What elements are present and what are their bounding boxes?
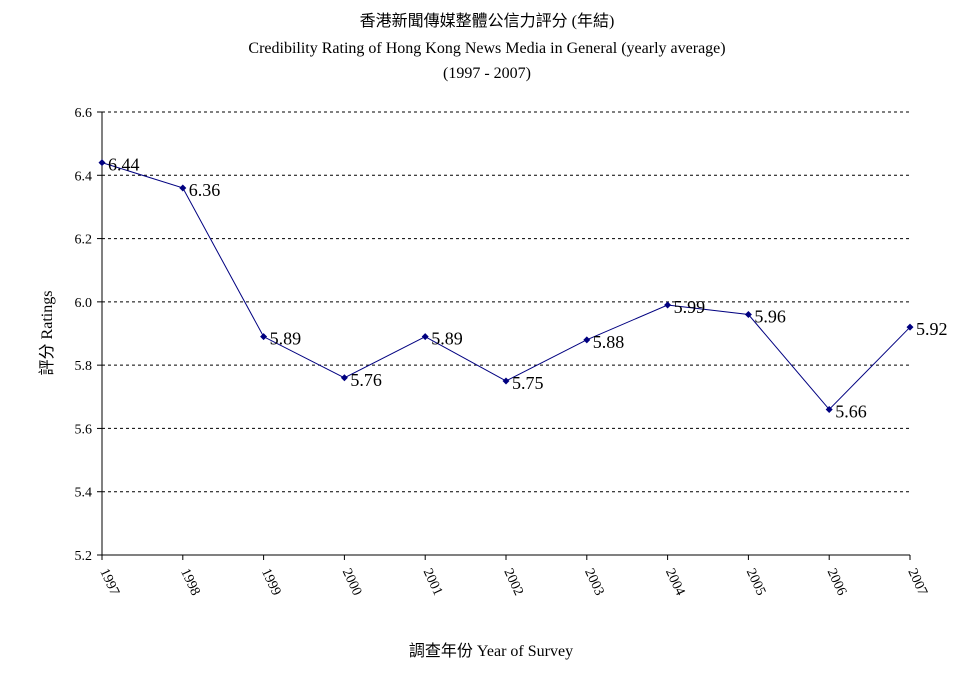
data-label: 6.44 bbox=[108, 155, 140, 175]
x-tick-label: 2007 bbox=[904, 566, 929, 598]
marker bbox=[260, 333, 268, 341]
x-tick-label: 2005 bbox=[743, 566, 768, 598]
data-label: 5.88 bbox=[593, 332, 625, 352]
x-tick-label: 1999 bbox=[258, 566, 283, 598]
marker bbox=[340, 374, 348, 382]
x-axis-label: 調查年份 Year of Survey bbox=[409, 642, 573, 660]
x-tick-label: 2004 bbox=[662, 566, 687, 598]
x-tick-label: 2006 bbox=[824, 566, 849, 598]
marker bbox=[664, 301, 672, 309]
marker bbox=[179, 184, 187, 192]
y-tick-label: 6.6 bbox=[75, 106, 93, 121]
marker bbox=[906, 323, 914, 331]
chart-period: (1997 - 2007) bbox=[443, 65, 531, 82]
y-tick-label: 6.4 bbox=[75, 169, 93, 184]
line bbox=[101, 162, 911, 411]
marker bbox=[583, 336, 591, 344]
data-label: 5.66 bbox=[835, 401, 867, 421]
marker bbox=[825, 405, 833, 413]
x-tick-label: 2001 bbox=[420, 566, 445, 598]
x-tick-label: 2003 bbox=[581, 566, 606, 598]
data-label: 5.99 bbox=[674, 297, 706, 317]
y-tick-label: 5.8 bbox=[75, 359, 93, 374]
data-label: 5.76 bbox=[350, 370, 382, 390]
data-label: 5.96 bbox=[754, 307, 786, 327]
x-tick-label: 2000 bbox=[339, 566, 364, 598]
y-tick-label: 5.4 bbox=[75, 486, 93, 501]
chart-title: 香港新聞傳媒整體公信力評分 (年結) bbox=[360, 12, 615, 30]
marker bbox=[502, 377, 510, 385]
y-axis-label: 評分 Ratings bbox=[38, 291, 56, 376]
y-tick-label: 6.2 bbox=[75, 233, 93, 248]
x-tick-label: 2002 bbox=[500, 566, 525, 598]
y-tick-label: 6.0 bbox=[75, 296, 93, 311]
chart-subtitle: Credibility Rating of Hong Kong News Med… bbox=[248, 40, 725, 57]
data-label: 5.92 bbox=[916, 319, 948, 339]
data-label: 5.89 bbox=[270, 329, 302, 349]
x-tick-label: 1998 bbox=[177, 566, 202, 598]
y-tick-label: 5.2 bbox=[75, 549, 93, 564]
marker bbox=[744, 311, 752, 319]
data-label: 5.89 bbox=[431, 329, 463, 349]
data-label: 6.36 bbox=[189, 180, 221, 200]
x-tick-label: 1997 bbox=[96, 566, 121, 598]
marker bbox=[421, 333, 429, 341]
marker bbox=[98, 159, 106, 167]
y-tick-label: 5.6 bbox=[75, 422, 93, 437]
data-label: 5.75 bbox=[512, 373, 544, 393]
